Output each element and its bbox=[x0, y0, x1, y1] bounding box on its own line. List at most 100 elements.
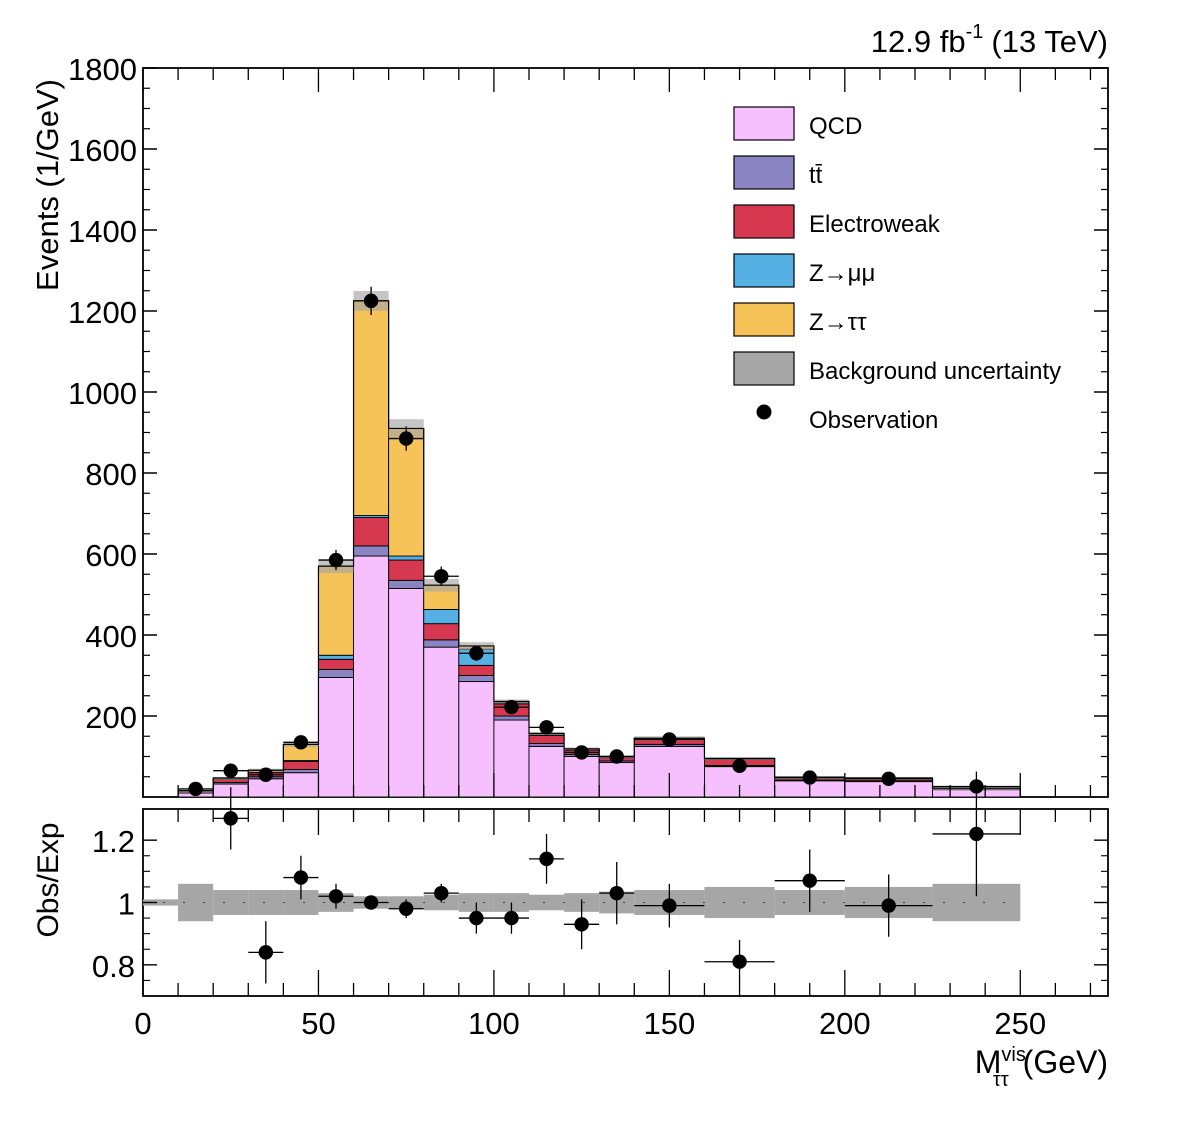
stack-bar bbox=[389, 556, 424, 560]
stack-bar bbox=[424, 624, 459, 640]
stack-bar bbox=[459, 676, 494, 682]
ratio-point bbox=[662, 898, 676, 912]
legend-swatch bbox=[734, 107, 794, 140]
ratio-band-box bbox=[248, 890, 283, 915]
stack-bar bbox=[494, 720, 529, 797]
stack-bar bbox=[529, 735, 564, 743]
ratio-x-tick-label: 0 bbox=[134, 1006, 151, 1041]
stack-bar bbox=[283, 769, 318, 772]
observation-point bbox=[732, 759, 746, 773]
observation-point bbox=[259, 768, 273, 782]
lumi-superscript: -1 bbox=[966, 21, 984, 43]
observation-point bbox=[610, 749, 624, 763]
observation-point bbox=[469, 646, 483, 660]
ratio-point bbox=[469, 911, 483, 925]
stack-bar bbox=[354, 301, 389, 516]
legend-marker bbox=[757, 405, 772, 420]
stack-bar bbox=[424, 640, 459, 647]
legend-swatch bbox=[734, 156, 794, 189]
ratio-point bbox=[259, 945, 273, 959]
legend-swatch bbox=[734, 303, 794, 336]
main-y-tick-label: 1000 bbox=[68, 376, 137, 411]
ratio-point bbox=[224, 811, 238, 825]
x-axis-label-unit: (GeV) bbox=[1023, 1044, 1108, 1080]
legend-label: Z→ττ bbox=[809, 309, 867, 336]
observation-point bbox=[294, 735, 308, 749]
stack-bar bbox=[283, 761, 318, 769]
ratio-y-axis-label: Obs/Exp bbox=[32, 822, 65, 937]
stack-bar bbox=[389, 580, 424, 588]
legend-swatch bbox=[734, 254, 794, 287]
stack-bar bbox=[318, 678, 353, 797]
observation-point bbox=[662, 732, 676, 746]
ratio-point bbox=[399, 902, 413, 916]
ratio-y-tick-label: 1 bbox=[118, 887, 135, 922]
ratio-point bbox=[539, 852, 553, 866]
stack-bar bbox=[599, 763, 634, 797]
stack-bar bbox=[318, 669, 353, 677]
x-axis-label-subscript: ττ bbox=[993, 1069, 1009, 1091]
stack-bar bbox=[459, 682, 494, 797]
ratio-y-tick-label: 0.8 bbox=[92, 949, 135, 984]
ratio-x-tick-label: 150 bbox=[643, 1006, 695, 1041]
stack-bar bbox=[318, 655, 353, 659]
ratio-band-box bbox=[529, 895, 564, 911]
legend-label: tt̄ bbox=[809, 162, 823, 189]
ratio-point bbox=[610, 886, 624, 900]
stack-bar bbox=[354, 556, 389, 797]
ratio-point bbox=[803, 873, 817, 887]
main-y-tick-label: 1200 bbox=[68, 295, 137, 330]
observation-point bbox=[504, 700, 518, 714]
stack-bar bbox=[354, 546, 389, 556]
legend-label: Electroweak bbox=[809, 211, 941, 238]
observation-point bbox=[329, 553, 343, 567]
legend-label: Background uncertainty bbox=[809, 358, 1061, 385]
observation-point bbox=[399, 431, 413, 445]
legend-label: Observation bbox=[809, 407, 938, 434]
stack-bar bbox=[389, 588, 424, 797]
stack-bar bbox=[389, 560, 424, 580]
observation-point bbox=[434, 569, 448, 583]
observation-point bbox=[539, 720, 553, 734]
stack-bar bbox=[424, 609, 459, 623]
stack-bar bbox=[494, 716, 529, 720]
legend-label: QCD bbox=[809, 113, 862, 140]
ratio-x-tick-label: 250 bbox=[994, 1006, 1046, 1041]
ratio-point bbox=[969, 827, 983, 841]
ratio-point bbox=[329, 889, 343, 903]
observation-point bbox=[574, 745, 588, 759]
ratio-point bbox=[434, 886, 448, 900]
main-y-tick-label: 1400 bbox=[68, 214, 137, 249]
main-y-tick-label: 200 bbox=[85, 700, 137, 735]
stack-bar bbox=[318, 659, 353, 669]
legend-swatch bbox=[734, 352, 794, 385]
lumi-energy: (13 TeV) bbox=[991, 24, 1108, 59]
ratio-x-tick-label: 200 bbox=[819, 1006, 871, 1041]
main-y-axis-label: Events (1/GeV) bbox=[30, 79, 65, 291]
ratio-x-tick-label: 50 bbox=[301, 1006, 335, 1041]
observation-point bbox=[803, 770, 817, 784]
stack-bar bbox=[529, 746, 564, 797]
stack-bar bbox=[564, 757, 599, 798]
lumi-value: 12.9 fb bbox=[871, 24, 966, 59]
ratio-point bbox=[881, 898, 895, 912]
ratio-point bbox=[504, 911, 518, 925]
ratio-point bbox=[294, 870, 308, 884]
observation-point bbox=[224, 763, 238, 777]
stack-bar bbox=[459, 665, 494, 675]
observation-point bbox=[188, 782, 202, 796]
stack-bar bbox=[354, 518, 389, 546]
ratio-point bbox=[574, 917, 588, 931]
stack-bar bbox=[318, 566, 353, 655]
observation-point bbox=[881, 772, 895, 786]
legend-swatch bbox=[734, 205, 794, 238]
main-y-tick-label: 1600 bbox=[68, 133, 137, 168]
ratio-y-tick-label: 1.2 bbox=[92, 824, 135, 859]
main-y-tick-label: 800 bbox=[85, 457, 137, 492]
main-y-tick-label: 600 bbox=[85, 538, 137, 573]
main-y-tick-label: 1800 bbox=[68, 52, 137, 87]
observation-point bbox=[364, 294, 378, 308]
